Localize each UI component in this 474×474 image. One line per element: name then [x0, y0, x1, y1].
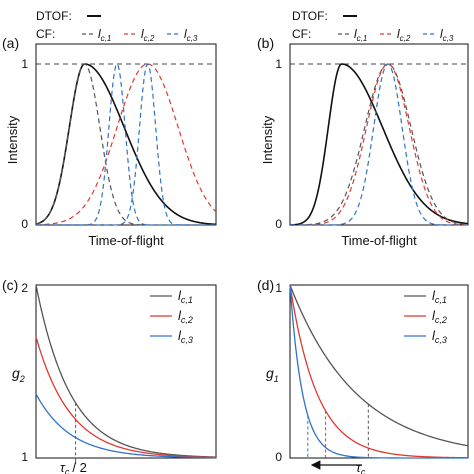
y-axis-label-a: Intensity [5, 115, 20, 164]
x-axis-label-a: Time-of-flight [88, 233, 164, 248]
legend-dtof-label-a: DTOF: [36, 9, 72, 23]
legend-b: DTOF: CF: lc,1 lc,2 lc,3 [292, 9, 454, 43]
legend-cf-label-b: CF: [292, 27, 311, 41]
y-tick-0-a: 0 [21, 217, 28, 231]
y-tick-1-a: 1 [21, 57, 28, 71]
x-axis-label-b: Time-of-flight [341, 233, 417, 248]
plot-frame-c [35, 284, 217, 459]
curves-c [35, 284, 217, 464]
y-tick-0-d: 0 [275, 450, 282, 464]
legend-dtof-label-b: DTOF: [292, 9, 328, 23]
curves-a [35, 62, 217, 226]
curve-lc1-b-1 [289, 63, 469, 226]
g1-curve-lc3 [289, 284, 468, 459]
panel-label-d: (d) [257, 277, 274, 293]
tau-annotation: τc [356, 460, 366, 474]
curve-lc2-b-2 [289, 63, 469, 226]
curve-dtof-b-0 [289, 63, 469, 226]
plot-frame-b [289, 43, 469, 226]
y-tick-0-b: 0 [275, 217, 282, 231]
y-axis-label-d: g1 [266, 365, 279, 384]
legend-lc1-text-d: lc,1 [432, 288, 447, 305]
panel-b: (b) 1 0 Intensity Time-of-flight DTOF: C… [257, 9, 469, 248]
g1-curve-lc2 [289, 284, 469, 459]
panel-c: (c) 2 1 g2 τc/ 2 lc,1 lc,2 lc,3 [2, 277, 217, 474]
y-axis-label-c: g2 [12, 365, 25, 384]
legend-lc2-text-c: lc,2 [178, 308, 193, 325]
y-axis-label-b: Intensity [260, 115, 275, 164]
g2-curve-lc2 [35, 336, 217, 458]
g1-curve-lc1 [289, 284, 469, 447]
legend-lc1-text-b: lc,1 [354, 27, 367, 43]
legend-a: DTOF: CF: lc,1 lc,2 lc,3 [36, 9, 198, 43]
legend-lc3-text-b: lc,3 [440, 27, 454, 43]
panel-label-a: (a) [2, 35, 19, 51]
curves-d [289, 284, 469, 459]
y-tick-1-c: 1 [21, 450, 28, 464]
legend-lc2-text-b: lc,2 [397, 27, 411, 43]
plot-frame-d [289, 284, 469, 459]
g2-curve-lc1 [35, 284, 217, 458]
curve-lc3-b-3 [290, 63, 468, 226]
panel-label-b: (b) [257, 35, 274, 51]
y-tick-1-d: 1 [275, 281, 282, 295]
curve-lc1-a-1 [35, 63, 216, 226]
panel-a: (a) 1 0 Intensity Time-of-flight DTOF: C… [2, 9, 217, 248]
plot-frame-a [35, 43, 217, 226]
tau-half-annotation: τc/ 2 [60, 460, 87, 474]
panel-d: (d) 1 0 g1 τc lc,1 lc,2 lc,3 [257, 277, 469, 474]
legend-lc3-text-a: lc,3 [184, 27, 198, 43]
legend-c: lc,1 lc,2 lc,3 [150, 288, 193, 345]
legend-lc1-text-a: lc,1 [98, 27, 111, 43]
legend-d: lc,1 lc,2 lc,3 [404, 288, 447, 345]
curve-lc3-a-4 [36, 63, 216, 226]
curve-lc3-a-3 [36, 62, 216, 226]
y-tick-1-b: 1 [275, 57, 282, 71]
legend-cf-label-a: CF: [36, 27, 55, 41]
legend-lc2-text-a: lc,2 [141, 27, 155, 43]
curves-b [289, 63, 469, 226]
legend-lc3-text-c: lc,3 [178, 328, 193, 345]
legend-lc3-text-d: lc,3 [432, 328, 447, 345]
g2-curve-lc3 [35, 393, 217, 459]
legend-lc2-text-d: lc,2 [432, 308, 447, 325]
legend-lc1-text-c: lc,1 [178, 288, 193, 305]
panel-label-c: (c) [2, 277, 18, 293]
y-tick-2-c: 2 [21, 281, 28, 295]
curve-lc2-a-2 [35, 63, 217, 226]
